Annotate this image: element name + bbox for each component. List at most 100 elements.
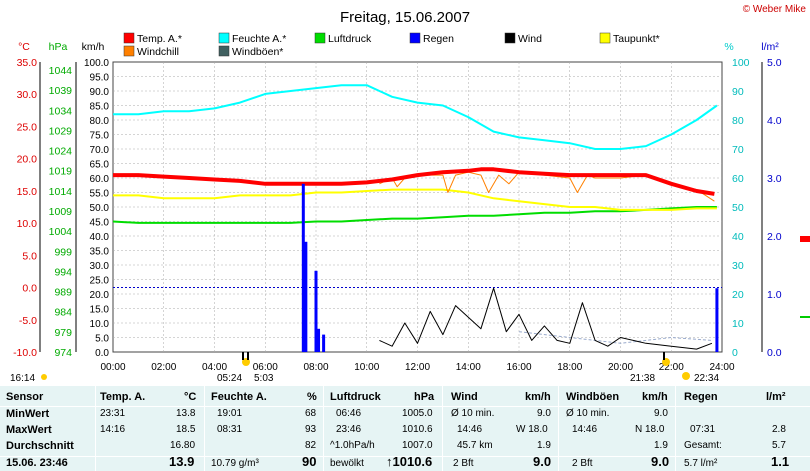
wind-beaufort: 2 Bft <box>453 458 474 469</box>
humidity-min-time: 19:01 <box>217 408 243 419</box>
temp-tick-label: 30.0 <box>17 89 38 101</box>
rain-current: 1.1 <box>771 454 790 469</box>
rain-total-footer: 5.7 l/m² <box>684 458 718 469</box>
speed-tick-label: 15.0 <box>90 305 110 316</box>
edge-pressure-stub <box>800 316 810 318</box>
edge-temp-stub <box>800 236 810 242</box>
pressure-tick-label: 994 <box>54 266 72 278</box>
legend-swatch <box>599 32 611 44</box>
column-separator <box>558 386 559 471</box>
rain-bar <box>317 328 321 352</box>
pressure-average: 1007.0 <box>402 440 433 451</box>
sunset-time-2: 22:34 <box>694 373 719 384</box>
rain-bar <box>301 183 305 352</box>
series-line-feuchtea <box>113 84 718 150</box>
temp-tick-label: 35.0 <box>17 57 38 69</box>
rain-total-value: 5.7 <box>772 440 786 451</box>
temp-unit: °C <box>184 391 197 403</box>
legend-label: Feuchte A.* <box>232 33 286 45</box>
wind-avg-label: Ø 10 min. <box>451 408 495 419</box>
temp-unit-label: °C <box>18 41 30 53</box>
wind-distance-value: 1.9 <box>537 440 551 451</box>
legend-label: Regen <box>423 33 454 45</box>
speed-tick-label: 25.0 <box>90 276 110 287</box>
temp-tick-label: -5.0 <box>19 315 37 327</box>
pressure-tick-label: 1014 <box>49 186 73 198</box>
humidity-header: Feuchte A. <box>211 391 267 403</box>
temp-tick-label: 10.0 <box>17 218 38 230</box>
wind-distance: 45.7 km <box>457 440 493 451</box>
humidity-tick-label: 50 <box>732 202 744 214</box>
speed-tick-label: 20.0 <box>90 290 110 301</box>
series-line-windben <box>518 331 712 344</box>
temp-min-time: 23:31 <box>100 408 126 419</box>
sunset-time: 21:38 <box>630 373 655 384</box>
humidity-tick-label: 30 <box>732 260 744 272</box>
humidity-tick-label: 0 <box>732 347 738 359</box>
pressure-current: ↑1010.6 <box>386 454 433 469</box>
pressure-tick-label: 989 <box>54 287 72 299</box>
rain-max-time: 07:31 <box>690 424 716 435</box>
humidity-tick-label: 90 <box>732 86 744 98</box>
moon-phase-icon <box>41 374 47 380</box>
pressure-tick-label: 1019 <box>49 166 73 178</box>
pressure-max-value: 1010.6 <box>402 424 433 435</box>
pressure-unit: hPa <box>414 391 435 403</box>
legend-label: Wind <box>518 33 542 45</box>
row-label-max: MaxWert <box>6 424 52 436</box>
wind-avg-value: 9.0 <box>537 408 551 419</box>
column-separator <box>675 386 676 471</box>
rain-bar <box>314 270 318 352</box>
pressure-tick-label: 984 <box>54 307 72 319</box>
pressure-tick-label: 1029 <box>49 125 73 137</box>
humidity-tick-label: 70 <box>732 144 744 156</box>
rain-tick-label: 3.0 <box>767 173 782 185</box>
legend-label: Temp. A.* <box>137 33 182 45</box>
gust-header: Windböen <box>566 391 620 403</box>
speed-tick-label: 0.0 <box>95 348 109 359</box>
temp-column: Temp. A. °C 23:31 13.8 14:16 18.5 16.80 … <box>96 386 204 471</box>
humidity-current: 90 <box>302 454 317 469</box>
gust-beaufort: 2 Bft <box>572 458 593 469</box>
legend-swatch <box>504 32 516 44</box>
speed-tick-label: 90.0 <box>90 87 110 98</box>
temp-tick-label: 15.0 <box>17 186 38 198</box>
pressure-tick-label: 1044 <box>49 65 73 77</box>
wind-header: Wind <box>451 391 478 403</box>
wind-max-time: 14:46 <box>457 424 483 435</box>
temp-tick-label: 5.0 <box>22 250 37 262</box>
humidity-tick-label: 100 <box>732 57 750 69</box>
x-tick-label: 14:00 <box>456 362 481 373</box>
x-tick-label: 24:00 <box>709 362 734 373</box>
x-tick-label: 02:00 <box>151 362 176 373</box>
temp-max-time: 14:16 <box>100 424 126 435</box>
speed-tick-label: 10.0 <box>90 319 110 330</box>
legend-swatch <box>218 32 230 44</box>
gust-unit: km/h <box>642 391 668 403</box>
legend-swatch <box>123 32 135 44</box>
gust-avg-value: 9.0 <box>654 408 668 419</box>
weather-forecast: bewölkt <box>330 458 364 469</box>
row-label-avg: Durchschnitt <box>6 440 74 452</box>
speed-tick-label: 40.0 <box>90 232 110 243</box>
x-tick-label: 04:00 <box>202 362 227 373</box>
rain-tick-label: 1.0 <box>767 289 782 301</box>
pressure-max-time: 23:46 <box>336 424 362 435</box>
humidity-tick-label: 10 <box>732 318 744 330</box>
x-tick-label: 06:00 <box>253 362 278 373</box>
speed-tick-label: 5.0 <box>95 334 109 345</box>
sensor-column: Sensor MinWert MaxWert Durchschnitt 15.0… <box>0 386 95 471</box>
rain-unit-label: l/m² <box>761 41 779 53</box>
current-timestamp: 15.06. 23:46 <box>6 457 68 469</box>
speed-tick-label: 95.0 <box>90 73 110 84</box>
pressure-tick-label: 979 <box>54 327 72 339</box>
speed-tick-label: 80.0 <box>90 116 110 127</box>
weather-chart: Freitag, 15.06.2007 © Weber Mike Temp. A.*… <box>10 4 810 384</box>
pressure-column: Luftdruck hPa 06:46 1005.0 23:46 1010.6 … <box>324 386 442 471</box>
humidity-tick-label: 20 <box>732 289 744 301</box>
gust-column: Windböen km/h Ø 10 min. 9.0 14:46 N 18.0… <box>559 386 675 471</box>
speed-tick-label: 85.0 <box>90 102 110 113</box>
series-line-wind <box>379 287 713 350</box>
temp-tick-label: -10.0 <box>13 347 37 359</box>
copyright-text: © Weber Mike <box>743 4 807 15</box>
